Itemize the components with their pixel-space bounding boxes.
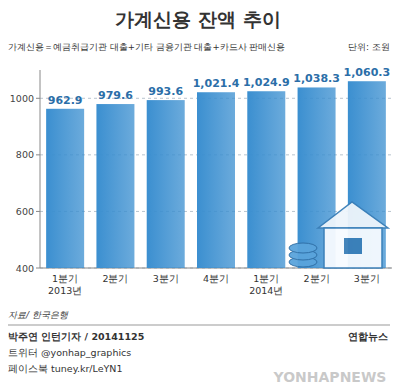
- x-tick-line: 4분기: [203, 273, 229, 284]
- x-tick-label: 3분기: [153, 273, 179, 284]
- bar: [96, 104, 134, 268]
- x-tick-line: 2014년: [249, 285, 283, 296]
- coin: [289, 243, 317, 253]
- x-tick-label: 4분기: [203, 273, 229, 284]
- data-label: 1,038.3: [293, 72, 340, 85]
- y-tick-label: 1000: [10, 93, 34, 104]
- y-tick-label: 600: [16, 206, 34, 217]
- source: 자료/ 한국은행: [8, 310, 69, 320]
- x-tick-line: 2분기: [102, 273, 128, 284]
- house-roof: [318, 202, 388, 228]
- data-label: 1,060.3: [344, 66, 391, 79]
- x-tick-line: 3분기: [153, 273, 179, 284]
- bar: [197, 92, 235, 268]
- x-tick-line: 2분기: [304, 273, 330, 284]
- x-tick-label: 2분기: [304, 273, 330, 284]
- unit: 단위: 조원: [348, 42, 390, 52]
- tick-mark: [36, 211, 40, 212]
- x-tick-line: 1분기: [52, 273, 78, 284]
- bar: [247, 91, 285, 268]
- data-label: 962.9: [48, 94, 83, 107]
- x-tick-label: 3분기: [354, 273, 380, 284]
- x-tick-line: 1분기: [253, 273, 279, 284]
- bar: [46, 109, 84, 268]
- x-tick-label: 1분기2013년: [48, 273, 82, 296]
- tick-mark: [36, 268, 40, 269]
- y-tick-label: 400: [16, 263, 34, 274]
- tick-mark: [36, 98, 40, 99]
- y-axis-line: [40, 70, 41, 268]
- x-tick-line: 2013년: [48, 285, 82, 296]
- chart-root: 가계신용 잔액 추이가계신용＝예금취급기관 대출+기타 금융기관 대출+카드사 …: [0, 0, 396, 388]
- house-icon: [289, 202, 388, 268]
- data-label: 1,024.9: [243, 76, 290, 89]
- title: 가계신용 잔액 추이: [115, 8, 280, 30]
- bar: [147, 100, 185, 268]
- credit: 트위터 @yonhap_graphics: [8, 347, 131, 358]
- divider: [8, 325, 390, 326]
- credit: 박주연 인턴기자 / 20141125: [8, 331, 144, 342]
- x-tick-label: 2분기: [102, 273, 128, 284]
- house-body: [324, 228, 382, 268]
- tick-mark: [36, 154, 40, 155]
- house-window: [344, 238, 362, 254]
- data-label: 979.6: [98, 89, 133, 102]
- logo: 연합뉴스: [348, 331, 388, 342]
- y-tick-label: 800: [16, 149, 34, 160]
- data-label: 993.6: [148, 85, 183, 98]
- x-tick-line: 3분기: [354, 273, 380, 284]
- credit: 페이스북 tuney.kr/LeYN1: [8, 363, 122, 374]
- x-tick-label: 1분기2014년: [249, 273, 283, 296]
- subtitle: 가계신용＝예금취급기관 대출+기타 금융기관 대출+카드사 판매신용: [8, 42, 285, 52]
- data-label: 1,021.4: [193, 77, 240, 90]
- bars: [46, 81, 386, 268]
- watermark: YONHAPNEWS: [273, 369, 387, 385]
